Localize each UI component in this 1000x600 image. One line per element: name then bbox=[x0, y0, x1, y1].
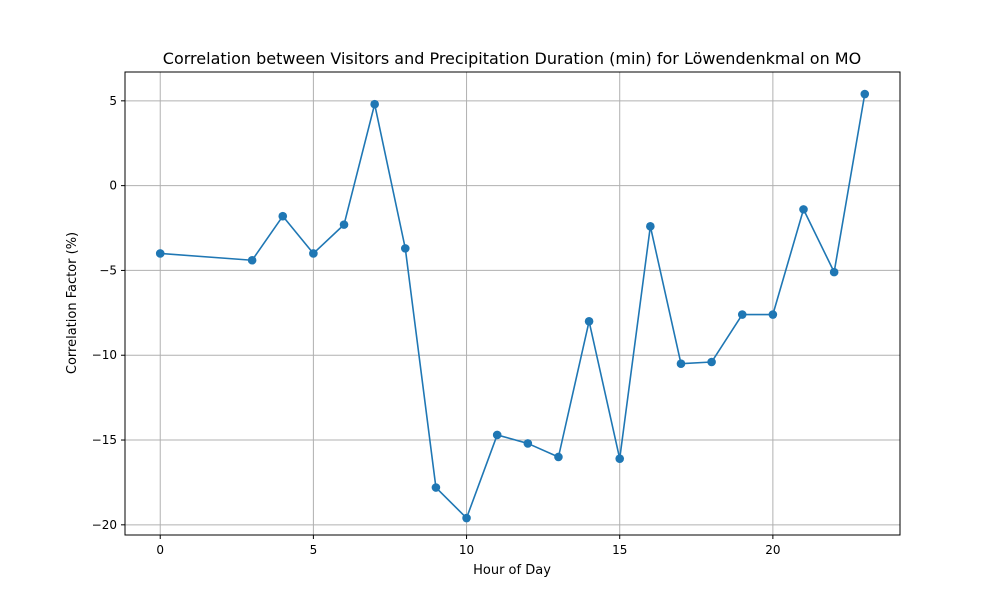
data-point bbox=[676, 359, 686, 369]
data-point bbox=[431, 483, 441, 492]
data-point bbox=[309, 249, 318, 258]
x-tick-label: 10 bbox=[459, 543, 474, 557]
y-tick-label: −15 bbox=[92, 433, 117, 447]
x-axis-label: Hour of Day bbox=[473, 563, 551, 578]
plot-frame bbox=[124, 71, 901, 536]
x-tick-label: 15 bbox=[612, 543, 627, 557]
data-point bbox=[247, 255, 257, 265]
data-point bbox=[554, 452, 563, 462]
y-tick-label: 0 bbox=[109, 179, 117, 193]
data-point bbox=[462, 513, 471, 523]
y-axis-label: Correlation Factor (%) bbox=[65, 232, 80, 374]
data-point bbox=[523, 439, 533, 448]
series-line bbox=[160, 93, 866, 519]
data-point bbox=[646, 222, 655, 231]
y-tick-label: 5 bbox=[109, 94, 117, 108]
data-point bbox=[707, 357, 716, 367]
x-tick-label: 0 bbox=[156, 543, 164, 557]
axis-ticks: 0 5 10 15 20 −20 −15 −10 −5 0 5 bbox=[92, 94, 781, 557]
series-layer bbox=[155, 89, 870, 523]
data-point bbox=[737, 310, 747, 319]
data-point bbox=[615, 454, 625, 463]
y-tick-label: −5 bbox=[99, 263, 117, 277]
data-point bbox=[768, 310, 778, 319]
data-point bbox=[492, 430, 502, 440]
data-point bbox=[860, 89, 870, 99]
data-point bbox=[339, 220, 349, 229]
grid bbox=[125, 72, 900, 535]
y-tick-label: −10 bbox=[92, 348, 117, 362]
data-point bbox=[400, 244, 410, 253]
x-tick-label: 20 bbox=[765, 543, 780, 557]
chart-title: Correlation between Visitors and Precipi… bbox=[163, 49, 861, 68]
data-point bbox=[799, 205, 808, 214]
data-point bbox=[370, 99, 379, 109]
x-tick-label: 5 bbox=[310, 543, 318, 557]
data-point bbox=[584, 317, 594, 326]
y-tick-label: −20 bbox=[92, 518, 117, 532]
data-point bbox=[829, 267, 839, 277]
data-point bbox=[155, 249, 165, 258]
data-point bbox=[278, 211, 288, 221]
